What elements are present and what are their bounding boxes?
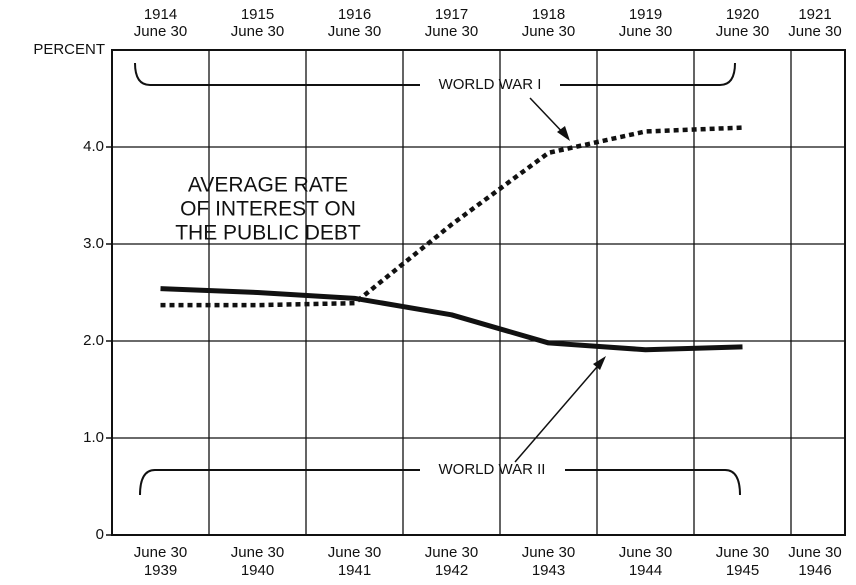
top-tick-label: June 30	[231, 23, 284, 40]
top-tick-label: June 30	[522, 23, 575, 40]
top-tick-label: 1921	[798, 6, 831, 23]
annotation: AVERAGE RATE	[188, 174, 348, 197]
y-tick-label: 1.0	[83, 429, 104, 446]
bottom-tick-label: 1940	[241, 562, 274, 579]
top-tick-label: 1919	[629, 6, 662, 23]
top-tick-label: June 30	[328, 23, 381, 40]
top-tick-label: 1914	[144, 6, 177, 23]
bottom-tick-label: June 30	[716, 544, 769, 561]
bottom-tick-label: 1941	[338, 562, 371, 579]
bracket	[139, 469, 741, 496]
bottom-tick-label: June 30	[522, 544, 575, 561]
top-tick-label: June 30	[716, 23, 769, 40]
legend-label: WORLD WAR II	[439, 461, 546, 478]
top-tick-label: June 30	[425, 23, 478, 40]
bottom-tick-label: 1939	[144, 562, 177, 579]
bottom-tick-label: June 30	[231, 544, 284, 561]
top-tick-label: 1916	[338, 6, 371, 23]
bottom-tick-label: 1946	[798, 562, 831, 579]
arrow	[514, 359, 604, 463]
bottom-tick-label: 1942	[435, 562, 468, 579]
bottom-tick-label: June 30	[328, 544, 381, 561]
y-tick-label: 0	[96, 526, 104, 543]
bottom-tick-label: June 30	[134, 544, 187, 561]
top-tick-label: June 30	[788, 23, 841, 40]
top-tick-label: 1917	[435, 6, 468, 23]
bottom-tick-label: 1944	[629, 562, 662, 579]
top-tick-label: 1920	[726, 6, 759, 23]
bottom-tick-label: 1943	[532, 562, 565, 579]
annotation: OF INTEREST ON	[180, 198, 356, 221]
annotation: THE PUBLIC DEBT	[175, 222, 361, 245]
bottom-tick-label: June 30	[425, 544, 478, 561]
series-line	[160, 125, 743, 308]
top-tick-label: June 30	[619, 23, 672, 40]
series-line	[160, 286, 743, 353]
y-axis-label: PERCENT	[33, 41, 105, 58]
bottom-tick-label: June 30	[788, 544, 841, 561]
y-tick-label: 2.0	[83, 332, 104, 349]
y-tick-label: 4.0	[83, 138, 104, 155]
top-tick-label: 1918	[532, 6, 565, 23]
arrow-head	[557, 126, 570, 141]
arrow-head	[593, 356, 606, 370]
bottom-tick-label: June 30	[619, 544, 672, 561]
y-tick-label: 3.0	[83, 235, 104, 252]
bracket	[134, 62, 736, 86]
bottom-tick-label: 1945	[726, 562, 759, 579]
top-tick-label: 1915	[241, 6, 274, 23]
top-tick-label: June 30	[134, 23, 187, 40]
legend-label: WORLD WAR I	[439, 76, 542, 93]
